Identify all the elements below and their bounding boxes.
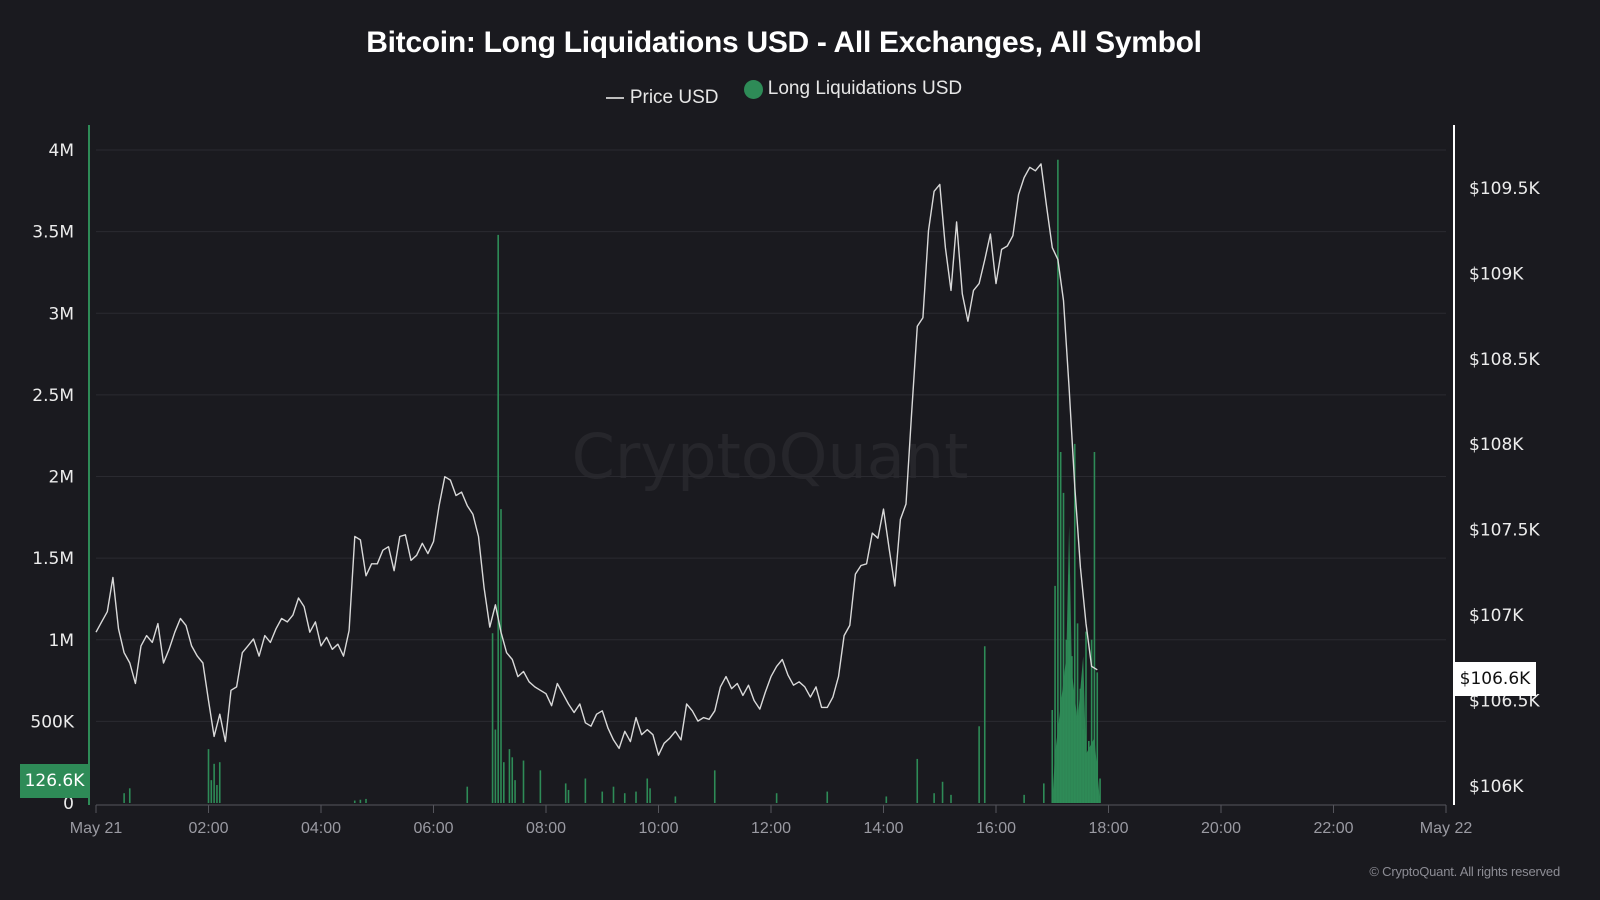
- left-tick-label: 3M: [49, 304, 74, 324]
- copyright-notice: © CryptoQuant. All rights reserved: [1369, 864, 1560, 879]
- chart-title: Bitcoin: Long Liquidations USD - All Exc…: [366, 26, 1202, 59]
- liquidation-bars: [123, 159, 1101, 803]
- right-tick-label: $108K: [1469, 435, 1524, 455]
- x-axis: May 21 02:00 04:00 06:00 08:00 10:00 12:00 14:0…: [70, 805, 1473, 837]
- chart-legend: Price USD Long Liquidations USD: [0, 78, 1568, 109]
- left-tick-label: 500K: [30, 712, 74, 732]
- legend-item-price[interactable]: Price USD: [605, 86, 719, 109]
- right-tick-label: $106.5K: [1469, 692, 1540, 712]
- x-tick-label: 12:00: [751, 820, 791, 837]
- gridlines: [96, 149, 1446, 722]
- right-tick-label: $106K: [1469, 777, 1524, 797]
- legend-label-liquidations: Long Liquidations USD: [767, 78, 963, 99]
- x-tick-label: 08:00: [526, 820, 566, 837]
- x-tick-label: 04:00: [301, 820, 341, 837]
- right-tick-label: $107.5K: [1469, 521, 1540, 541]
- right-axis: $109.5K $109K $108.5K $108K $107.5K $107K $106…: [1469, 179, 1540, 797]
- x-tick-label: 10:00: [638, 820, 678, 837]
- left-tick-label: 2.5M: [32, 386, 74, 406]
- x-tick-label: 06:00: [413, 820, 453, 837]
- x-tick-label: May 21: [70, 820, 123, 837]
- left-tick-label: 1M: [49, 631, 74, 651]
- x-tick-label: 14:00: [863, 820, 903, 837]
- x-tick-label: 20:00: [1201, 820, 1241, 837]
- left-tick-label: 0: [63, 794, 74, 814]
- x-tick-label: 22:00: [1313, 820, 1353, 837]
- x-tick-label: May 22: [1420, 820, 1473, 837]
- right-tick-label: $109K: [1469, 264, 1524, 284]
- current-price-badge: $106.6K: [1454, 662, 1536, 696]
- left-tick-label: 2M: [49, 468, 74, 488]
- right-tick-label: $109.5K: [1469, 179, 1540, 199]
- x-tick-label: 18:00: [1088, 820, 1128, 837]
- current-liquidation-badge: 126.6K: [20, 764, 89, 798]
- x-tick-label: 16:00: [976, 820, 1016, 837]
- watermark: CryptoQuant: [572, 420, 969, 493]
- legend-item-liquidations[interactable]: Long Liquidations USD: [743, 78, 963, 100]
- left-tick-label: 1.5M: [32, 549, 74, 569]
- left-axis: 4M 3.5M 3M 2.5M 2M 1.5M 1M 500K 0: [30, 141, 74, 814]
- legend-label-price: Price USD: [629, 86, 719, 108]
- right-tick-label: $108.5K: [1469, 350, 1540, 370]
- x-tick-label: 02:00: [188, 820, 228, 837]
- left-tick-label: 4M: [49, 141, 74, 161]
- dot-swatch-icon: [743, 79, 763, 99]
- right-tick-label: $107K: [1469, 606, 1524, 626]
- price-line: [95, 163, 1098, 756]
- line-swatch-icon: [605, 96, 624, 99]
- left-tick-label: 3.5M: [32, 223, 74, 243]
